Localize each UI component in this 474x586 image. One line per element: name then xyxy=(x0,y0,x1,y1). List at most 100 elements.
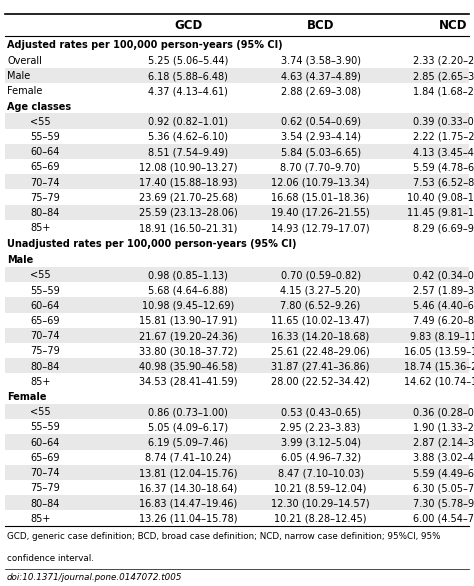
Bar xyxy=(5,312,469,328)
Text: doi:10.1371/journal.pone.0147072.t005: doi:10.1371/journal.pone.0147072.t005 xyxy=(7,573,182,582)
Text: GCD: GCD xyxy=(174,19,202,32)
Text: 4.63 (4.37–4.89): 4.63 (4.37–4.89) xyxy=(281,71,361,81)
Text: 16.05 (13.59–18.82): 16.05 (13.59–18.82) xyxy=(404,346,474,356)
Text: 16.37 (14.30–18.64): 16.37 (14.30–18.64) xyxy=(139,483,237,493)
Text: 16.68 (15.01–18.36): 16.68 (15.01–18.36) xyxy=(272,193,370,203)
Text: 6.30 (5.05–7.77): 6.30 (5.05–7.77) xyxy=(413,483,474,493)
Text: 16.83 (14.47–19.46): 16.83 (14.47–19.46) xyxy=(139,499,237,509)
Text: 4.13 (3.45–4.80): 4.13 (3.45–4.80) xyxy=(413,147,474,157)
Text: 15.81 (13.90–17.91): 15.81 (13.90–17.91) xyxy=(139,316,237,326)
Text: 0.62 (0.54–0.69): 0.62 (0.54–0.69) xyxy=(281,117,361,127)
Text: Unadjusted rates per 100,000 person-years (95% CI): Unadjusted rates per 100,000 person-year… xyxy=(7,239,297,249)
Text: 65–69: 65–69 xyxy=(30,316,60,326)
Bar xyxy=(5,53,469,68)
Text: 7.49 (6.20–8.98): 7.49 (6.20–8.98) xyxy=(413,316,474,326)
Text: 14.62 (10.74–19.44): 14.62 (10.74–19.44) xyxy=(404,377,474,387)
Text: 13.26 (11.04–15.78): 13.26 (11.04–15.78) xyxy=(139,514,237,524)
Bar xyxy=(5,298,469,312)
Text: 4.15 (3.27–5.20): 4.15 (3.27–5.20) xyxy=(281,285,361,295)
Text: 80–84: 80–84 xyxy=(30,499,60,509)
Text: 6.19 (5.09–7.46): 6.19 (5.09–7.46) xyxy=(148,438,228,448)
Bar xyxy=(5,144,469,159)
Text: 17.40 (15.88–18.93): 17.40 (15.88–18.93) xyxy=(139,178,237,188)
Text: 25.59 (23.13–28.06): 25.59 (23.13–28.06) xyxy=(139,208,237,218)
Text: 23.69 (21.70–25.68): 23.69 (21.70–25.68) xyxy=(139,193,237,203)
Text: 8.70 (7.70–9.70): 8.70 (7.70–9.70) xyxy=(281,162,361,172)
Text: 4.37 (4.13–4.61): 4.37 (4.13–4.61) xyxy=(148,86,228,96)
Bar xyxy=(5,15,469,36)
Bar xyxy=(5,434,469,449)
Text: 0.92 (0.82–1.01): 0.92 (0.82–1.01) xyxy=(148,117,228,127)
Bar xyxy=(5,449,469,465)
Text: Female: Female xyxy=(7,86,43,96)
Text: 5.68 (4.64–6.88): 5.68 (4.64–6.88) xyxy=(148,285,228,295)
Text: <55: <55 xyxy=(30,117,51,127)
Text: 10.40 (9.08–11.72): 10.40 (9.08–11.72) xyxy=(407,193,474,203)
Bar xyxy=(5,495,469,510)
Bar xyxy=(5,205,469,220)
Text: Overall: Overall xyxy=(7,56,42,66)
Text: 65–69: 65–69 xyxy=(30,162,60,172)
Text: 75–79: 75–79 xyxy=(30,346,60,356)
Text: 31.87 (27.41–36.86): 31.87 (27.41–36.86) xyxy=(271,362,370,372)
Text: 5.05 (4.09–6.17): 5.05 (4.09–6.17) xyxy=(148,423,228,432)
Text: 0.42 (0.34–0.52): 0.42 (0.34–0.52) xyxy=(413,270,474,280)
Text: 7.53 (6.52–8.53): 7.53 (6.52–8.53) xyxy=(413,178,474,188)
Bar xyxy=(5,220,469,235)
Text: 8.51 (7.54–9.49): 8.51 (7.54–9.49) xyxy=(148,147,228,157)
Bar xyxy=(5,358,469,373)
Bar xyxy=(5,465,469,480)
Text: 5.59 (4.78–6.39): 5.59 (4.78–6.39) xyxy=(413,162,474,172)
Text: 3.88 (3.02–4.92): 3.88 (3.02–4.92) xyxy=(413,453,474,463)
Text: 0.36 (0.28–0.46): 0.36 (0.28–0.46) xyxy=(413,407,474,417)
Text: 18.74 (15.36–22.64): 18.74 (15.36–22.64) xyxy=(404,362,474,372)
Text: 0.53 (0.43–0.65): 0.53 (0.43–0.65) xyxy=(281,407,361,417)
Text: 2.88 (2.69–3.08): 2.88 (2.69–3.08) xyxy=(281,86,361,96)
Bar xyxy=(5,113,469,128)
Text: 12.06 (10.79–13.34): 12.06 (10.79–13.34) xyxy=(272,178,370,188)
Text: 33.80 (30.18–37.72): 33.80 (30.18–37.72) xyxy=(139,346,237,356)
Text: 5.46 (4.40–6.71): 5.46 (4.40–6.71) xyxy=(413,301,474,311)
Text: 85+: 85+ xyxy=(30,514,51,524)
Text: 5.59 (4.49–6.87): 5.59 (4.49–6.87) xyxy=(413,468,474,478)
Text: 75–79: 75–79 xyxy=(30,193,60,203)
Text: 60–64: 60–64 xyxy=(30,147,60,157)
Text: Male: Male xyxy=(7,255,33,265)
Text: 3.74 (3.58–3.90): 3.74 (3.58–3.90) xyxy=(281,56,361,66)
Bar xyxy=(5,174,469,189)
Text: 0.39 (0.33–0.46): 0.39 (0.33–0.46) xyxy=(413,117,474,127)
Text: BCD: BCD xyxy=(307,19,334,32)
Bar xyxy=(5,267,469,282)
Text: 14.93 (12.79–17.07): 14.93 (12.79–17.07) xyxy=(271,223,370,233)
Text: 40.98 (35.90–46.58): 40.98 (35.90–46.58) xyxy=(139,362,237,372)
Text: 7.30 (5.78–9.10): 7.30 (5.78–9.10) xyxy=(413,499,474,509)
Text: 19.40 (17.26–21.55): 19.40 (17.26–21.55) xyxy=(271,208,370,218)
Text: 2.57 (1.89–3.41): 2.57 (1.89–3.41) xyxy=(413,285,474,295)
Text: 7.80 (6.52–9.26): 7.80 (6.52–9.26) xyxy=(281,301,361,311)
Text: 16.33 (14.20–18.68): 16.33 (14.20–18.68) xyxy=(272,331,370,341)
Text: 6.00 (4.54–7.77): 6.00 (4.54–7.77) xyxy=(413,514,474,524)
Text: confidence interval.: confidence interval. xyxy=(7,554,94,563)
Text: 2.95 (2.23–3.83): 2.95 (2.23–3.83) xyxy=(281,423,361,432)
Text: 0.70 (0.59–0.82): 0.70 (0.59–0.82) xyxy=(281,270,361,280)
Text: 0.98 (0.85–1.13): 0.98 (0.85–1.13) xyxy=(148,270,228,280)
Bar xyxy=(5,328,469,343)
Bar xyxy=(5,480,469,495)
Bar xyxy=(5,98,469,113)
Text: Age classes: Age classes xyxy=(7,101,71,111)
Text: 12.08 (10.90–13.27): 12.08 (10.90–13.27) xyxy=(139,162,237,172)
Bar xyxy=(5,282,469,298)
Bar xyxy=(5,252,469,267)
Text: 55–59: 55–59 xyxy=(30,285,60,295)
Text: 8.29 (6.69–9.88): 8.29 (6.69–9.88) xyxy=(413,223,474,233)
Bar xyxy=(5,68,469,83)
Text: 55–59: 55–59 xyxy=(30,423,60,432)
Text: 60–64: 60–64 xyxy=(30,438,60,448)
Text: GCD, generic case definition; BCD, broad case definition; NCD, narrow case defin: GCD, generic case definition; BCD, broad… xyxy=(7,533,440,541)
Text: 80–84: 80–84 xyxy=(30,362,60,372)
Text: 85+: 85+ xyxy=(30,377,51,387)
Text: <55: <55 xyxy=(30,270,51,280)
Text: 11.65 (10.02–13.47): 11.65 (10.02–13.47) xyxy=(271,316,370,326)
Text: 6.18 (5.88–6.48): 6.18 (5.88–6.48) xyxy=(148,71,228,81)
Text: 60–64: 60–64 xyxy=(30,301,60,311)
